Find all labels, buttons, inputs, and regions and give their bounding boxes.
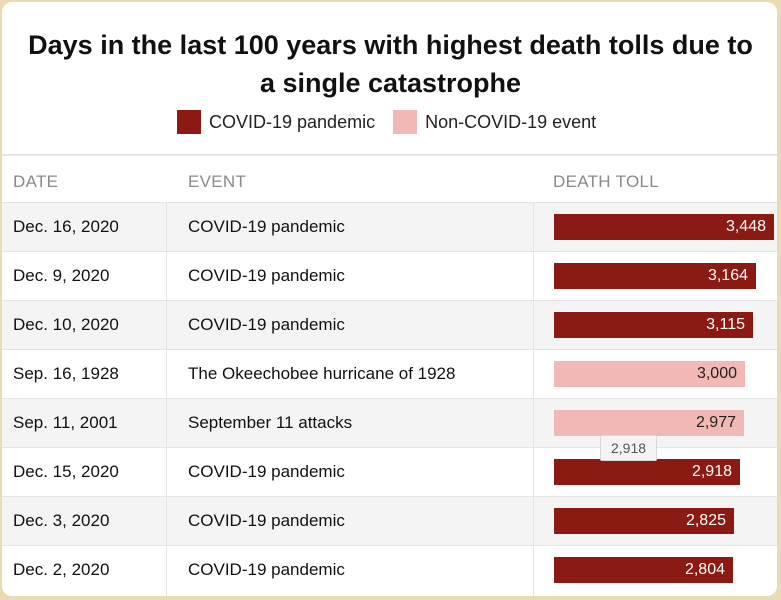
table-row: Dec. 3, 2020 COVID-19 pandemic 2,825 [2, 496, 777, 545]
bar-tooltip: 2,918 [600, 435, 658, 461]
table-row: Dec. 2, 2020 COVID-19 pandemic 2,804 [2, 545, 777, 594]
row-event: September 11 attacks [188, 413, 353, 432]
bar-covid[interactable]: 3,115 [554, 312, 753, 338]
table-row: Sep. 16, 1928 The Okeechobee hurricane of… [2, 349, 777, 398]
table-row: Dec. 10, 2020 COVID-19 pandemic 3,115 [2, 300, 777, 349]
chart-title: Days in the last 100 years with highest … [2, 26, 777, 102]
bar-non-covid[interactable]: 2,977 [554, 410, 744, 436]
row-event: COVID-19 pandemic [188, 560, 345, 579]
bar-covid[interactable]: 2,825 [554, 508, 734, 534]
legend-item-covid: COVID-19 pandemic [177, 110, 375, 134]
legend: COVID-19 pandemic Non-COVID-19 event [177, 110, 614, 134]
row-date: Dec. 15, 2020 [13, 462, 119, 481]
bar-covid[interactable]: 2,804 [554, 557, 733, 583]
column-header-date: DATE [13, 172, 59, 191]
row-date: Sep. 11, 2001 [13, 413, 118, 432]
legend-swatch-non-covid [393, 110, 418, 134]
row-event: COVID-19 pandemic [188, 511, 345, 530]
legend-label-non-covid: Non-COVID-19 event [425, 111, 597, 132]
row-event: COVID-19 pandemic [188, 462, 345, 481]
row-event: COVID-19 pandemic [188, 315, 345, 334]
chart-title-line-1: Days in the last 100 years with highest … [28, 30, 753, 60]
row-date: Dec. 9, 2020 [13, 266, 110, 285]
row-event: The Okeechobee hurricane of 1928 [188, 364, 456, 383]
row-date: Dec. 3, 2020 [13, 511, 110, 530]
row-event: COVID-19 pandemic [188, 266, 345, 285]
legend-item-non-covid: Non-COVID-19 event [393, 110, 596, 134]
column-divider-date [166, 202, 167, 596]
legend-label-covid: COVID-19 pandemic [209, 111, 376, 132]
table-row: Dec. 16, 2020 COVID-19 pandemic 3,448 [2, 202, 777, 251]
column-header-death-toll: DEATH TOLL [553, 172, 659, 191]
table-row: Dec. 9, 2020 COVID-19 pandemic 3,164 [2, 251, 777, 300]
row-event: COVID-19 pandemic [188, 217, 345, 236]
chart-title-line-2: a single catastrophe [259, 68, 522, 98]
legend-swatch-covid [177, 110, 201, 134]
row-date: Dec. 10, 2020 [13, 315, 119, 334]
bar-covid[interactable]: 3,448 [554, 214, 774, 240]
row-date: Dec. 16, 2020 [13, 217, 119, 236]
header-divider [2, 154, 777, 156]
bar-covid[interactable]: 2,918 [554, 459, 740, 485]
row-date: Dec. 2, 2020 [13, 560, 110, 579]
row-date: Sep. 16, 1928 [13, 364, 119, 383]
bar-covid[interactable]: 3,164 [554, 263, 756, 289]
column-divider-event [533, 202, 534, 596]
bar-non-covid[interactable]: 3,000 [554, 361, 745, 387]
column-header-event: EVENT [188, 172, 247, 191]
table-row: Dec. 15, 2020 COVID-19 pandemic 2,918 [2, 447, 777, 496]
table-row: Sep. 11, 2001 September 11 attacks 2,977 [2, 398, 777, 447]
